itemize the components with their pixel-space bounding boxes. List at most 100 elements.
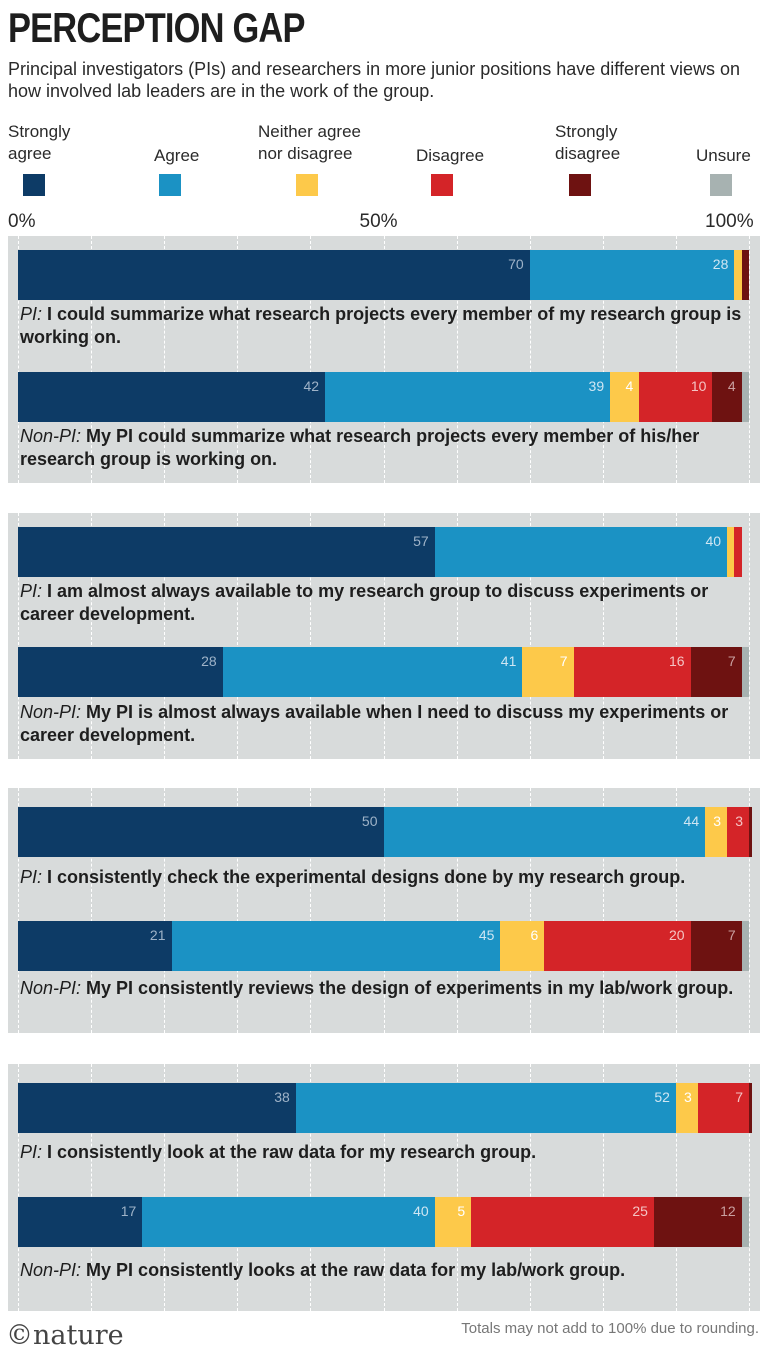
data-label: 28 — [712, 256, 729, 272]
bar-segment-disagree — [573, 647, 691, 697]
bar-segment-strongly-agree — [18, 250, 530, 300]
data-label: 7 — [727, 653, 736, 669]
legend-label: Strongly disagree — [555, 122, 621, 163]
bar-segment-neither-agree-nor-disagree — [434, 1197, 472, 1247]
gridline — [18, 236, 19, 483]
gridline — [383, 788, 385, 1033]
gridline — [383, 1064, 385, 1311]
data-label: 39 — [588, 378, 605, 394]
gridline — [529, 236, 531, 483]
bar-segment-neither-agree-nor-disagree — [500, 921, 545, 971]
gridline — [383, 236, 385, 483]
statement-text: PI: I am almost always available to my r… — [20, 580, 755, 626]
respondent-label: Non-PI: — [20, 426, 82, 446]
respondent-label: Non-PI: — [20, 978, 82, 998]
stacked-bar: 28 41 7 16 7 — [0, 647, 767, 697]
legend-label: Disagree — [416, 146, 485, 165]
gridline — [310, 1064, 312, 1311]
legend-swatch — [710, 174, 732, 196]
gridline — [237, 788, 239, 1033]
axis-tick-label: 0% — [8, 211, 36, 232]
gridline — [164, 513, 166, 759]
gridline — [310, 788, 312, 1033]
data-label: 40 — [413, 1203, 429, 1219]
data-label: 25 — [632, 1203, 648, 1219]
data-label: 38 — [274, 1089, 290, 1105]
gridline — [529, 513, 531, 759]
bar-segment-agree — [295, 1083, 676, 1133]
bar-segment-strongly-disagree — [741, 250, 749, 300]
bar-segment-disagree — [544, 921, 691, 971]
gridline — [91, 1064, 93, 1311]
data-label: 7 — [727, 927, 736, 943]
legend-label: Unsure — [696, 146, 751, 165]
bar-segment-disagree — [734, 527, 742, 577]
gridline — [602, 513, 604, 759]
gridline — [602, 1064, 604, 1311]
data-label: 7 — [559, 653, 568, 669]
statement-text: PI: I could summarize what research proj… — [20, 303, 755, 349]
respondent-label: PI: — [20, 1142, 43, 1162]
bar-segment-strongly-agree — [18, 372, 326, 422]
gridline — [18, 788, 19, 1033]
respondent-label: PI: — [20, 867, 43, 887]
data-label: 28 — [201, 653, 217, 669]
statement: I consistently look at the raw data for … — [47, 1142, 537, 1162]
statement-text: Non-PI: My PI is almost always available… — [20, 701, 755, 747]
bar-segment-disagree — [471, 1197, 654, 1247]
data-label: 4 — [727, 378, 736, 394]
gridline — [529, 1064, 531, 1311]
bar-segment-agree — [434, 527, 728, 577]
data-label: 6 — [530, 927, 539, 943]
gridline — [310, 236, 312, 483]
gridline — [456, 236, 458, 483]
data-label: 20 — [668, 927, 685, 943]
bar-segment-strongly-agree — [18, 1083, 296, 1133]
gridline — [675, 1064, 677, 1311]
statement: My PI consistently looks at the raw data… — [86, 1260, 626, 1280]
data-label: 40 — [705, 533, 722, 549]
stacked-bar: 17 40 5 25 12 — [0, 1197, 767, 1247]
bar-segment-strongly-disagree — [690, 647, 742, 697]
statement: I am almost always available to my resea… — [20, 581, 709, 624]
bar-segment-strongly-disagree — [749, 807, 752, 857]
gridline — [91, 236, 93, 483]
gridline — [456, 513, 458, 759]
bar-segment-neither-agree-nor-disagree — [675, 1083, 698, 1133]
gridline — [602, 788, 604, 1033]
bar-segment-neither-agree-nor-disagree — [727, 527, 735, 577]
data-label: 44 — [683, 813, 700, 829]
data-label: 21 — [149, 927, 166, 943]
statement: My PI is almost always available when I … — [20, 702, 729, 745]
gridline — [164, 788, 166, 1033]
bar-segment-agree — [383, 807, 706, 857]
bar-segment-agree — [142, 1197, 435, 1247]
statement: My PI could summarize what research proj… — [20, 426, 700, 469]
legend-swatch — [431, 174, 453, 196]
bar-segment-strongly-agree — [18, 647, 223, 697]
gridline — [237, 236, 239, 483]
statement: I could summarize what research projects… — [20, 304, 742, 347]
stacked-bar: 42 39 4 10 4 — [0, 372, 767, 422]
bar-segment-disagree — [697, 1083, 749, 1133]
stacked-bar: 21 45 6 20 7 — [0, 921, 767, 971]
statement-text: Non-PI: My PI consistently looks at the … — [20, 1259, 755, 1282]
bar-segment-strongly-disagree — [653, 1197, 742, 1247]
gridline — [675, 513, 677, 759]
respondent-label: Non-PI: — [20, 702, 82, 722]
bar-segment-unsure — [741, 921, 749, 971]
axis-tick-label: 50% — [359, 211, 398, 232]
gridline — [456, 788, 458, 1033]
data-label: 50 — [361, 813, 378, 829]
statement-text: Non-PI: My PI could summarize what resea… — [20, 425, 755, 471]
data-label: 7 — [735, 1089, 743, 1105]
data-label: 42 — [303, 378, 320, 394]
axis-tick-label: 100% — [705, 211, 754, 232]
data-label: 3 — [713, 813, 722, 829]
bar-segment-disagree — [639, 372, 713, 422]
gridline — [675, 788, 677, 1033]
bar-segment-strongly-agree — [18, 1197, 143, 1247]
bar-segment-strongly-disagree — [749, 1083, 752, 1133]
stacked-bar: 70 28 — [0, 250, 767, 300]
gridline — [749, 1064, 750, 1311]
